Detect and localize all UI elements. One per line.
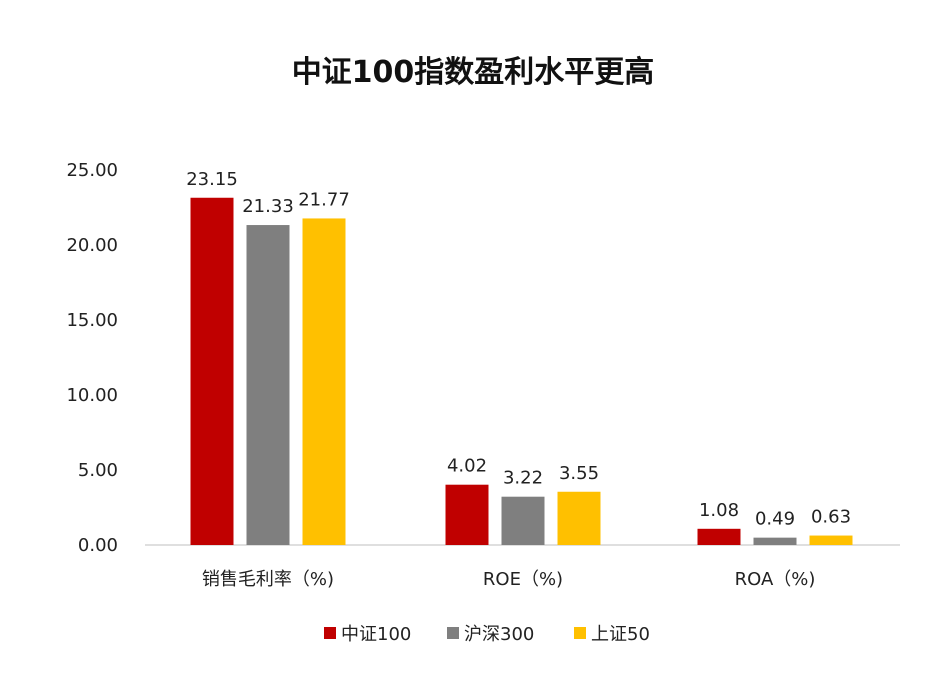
- data-label: 0.49: [755, 509, 795, 530]
- category-label: ROA（%): [735, 569, 816, 590]
- bar: [246, 225, 290, 546]
- y-tick-label: 0.00: [78, 535, 118, 556]
- legend-swatch: [447, 627, 459, 639]
- data-label: 23.15: [186, 169, 238, 190]
- y-tick-label: 5.00: [78, 460, 118, 481]
- bars: [190, 197, 853, 546]
- chart-title: 中证100指数盈利水平更高: [292, 55, 655, 90]
- legend-label: 上证50: [591, 624, 650, 645]
- category-label: 销售毛利率（%): [202, 569, 334, 590]
- y-tick-label: 10.00: [66, 385, 118, 406]
- bar: [753, 537, 797, 545]
- bar: [809, 535, 853, 545]
- category-label: ROE（%): [483, 569, 563, 590]
- y-axis: 0.00 5.00 10.00 15.00 20.00 25.00: [66, 160, 118, 556]
- data-label: 3.22: [503, 468, 543, 489]
- bar: [557, 491, 601, 545]
- data-label: 21.77: [298, 189, 350, 210]
- y-tick-label: 15.00: [66, 310, 118, 331]
- data-label: 0.63: [811, 507, 851, 528]
- bar: [501, 496, 545, 545]
- data-label: 3.55: [559, 463, 599, 484]
- y-tick-label: 20.00: [66, 235, 118, 256]
- bar: [445, 484, 489, 545]
- legend-swatch: [574, 627, 586, 639]
- legend-swatch: [324, 627, 336, 639]
- legend-label: 中证100: [341, 624, 411, 645]
- bar: [697, 528, 741, 545]
- legend-label: 沪深300: [464, 624, 534, 645]
- legend: 中证100 沪深300 上证50: [324, 624, 650, 645]
- data-label: 4.02: [447, 456, 487, 477]
- y-tick-label: 25.00: [66, 160, 118, 181]
- bar: [302, 218, 346, 545]
- data-label: 21.33: [242, 196, 294, 217]
- data-label: 1.08: [699, 500, 739, 521]
- category-labels: 销售毛利率（%) ROE（%) ROA（%): [202, 569, 815, 590]
- bar: [190, 197, 234, 545]
